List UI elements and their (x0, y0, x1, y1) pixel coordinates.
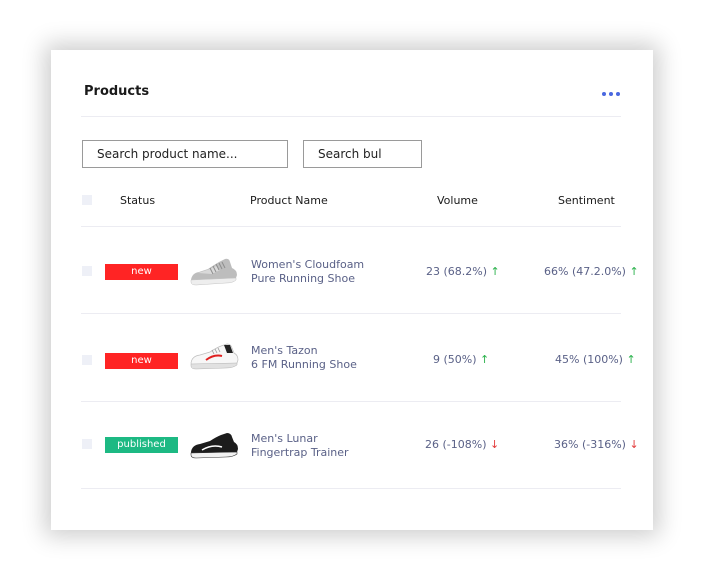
header-divider (81, 116, 621, 117)
column-header-product-name[interactable]: Product Name (250, 194, 328, 207)
product-name-link[interactable]: Men's Tazon 6 FM Running Shoe (251, 344, 357, 371)
row-checkbox[interactable] (82, 439, 92, 449)
status-badge: new (105, 353, 178, 369)
row-checkbox[interactable] (82, 266, 92, 276)
product-thumbnail (190, 433, 238, 459)
product-name-link[interactable]: Men's Lunar Fingertrap Trainer (251, 432, 349, 459)
row-divider (81, 313, 621, 314)
column-header-sentiment[interactable]: Sentiment (558, 194, 615, 207)
product-thumbnail (190, 258, 237, 286)
select-all-checkbox[interactable] (82, 195, 92, 205)
row-divider (81, 226, 621, 227)
sentiment-value: 66% (47.2.0%) ↑ (544, 265, 639, 278)
trend-up-arrow-icon: ↑ (626, 353, 636, 366)
sentiment-value: 45% (100%) ↑ (555, 353, 636, 366)
volume-value: 23 (68.2%) ↑ (426, 265, 500, 278)
status-badge: new (105, 264, 178, 280)
trend-down-arrow-icon: ↓ (629, 438, 639, 451)
row-divider (81, 401, 621, 402)
more-options-icon[interactable] (602, 86, 622, 102)
column-header-status[interactable]: Status (120, 194, 156, 207)
trend-down-arrow-icon: ↓ (490, 438, 500, 451)
trend-up-arrow-icon: ↑ (629, 265, 639, 278)
product-name-link[interactable]: Women's Cloudfoam Pure Running Shoe (251, 258, 365, 285)
row-divider (81, 488, 621, 489)
trend-up-arrow-icon: ↑ (490, 265, 500, 278)
search-bulk-input[interactable] (303, 140, 422, 168)
search-product-input[interactable] (82, 140, 288, 168)
products-card: Products Status Product Name Volume Sent… (51, 50, 653, 530)
status-badge: published (105, 437, 178, 453)
sentiment-value: 36% (-316%) ↓ (554, 438, 639, 451)
card-title: Products (84, 84, 150, 99)
volume-value: 26 (-108%) ↓ (425, 438, 500, 451)
row-checkbox[interactable] (82, 355, 92, 365)
column-header-volume[interactable]: Volume (437, 194, 478, 207)
product-thumbnail (190, 343, 239, 370)
volume-value: 9 (50%) ↑ (433, 353, 490, 366)
trend-up-arrow-icon: ↑ (480, 353, 490, 366)
